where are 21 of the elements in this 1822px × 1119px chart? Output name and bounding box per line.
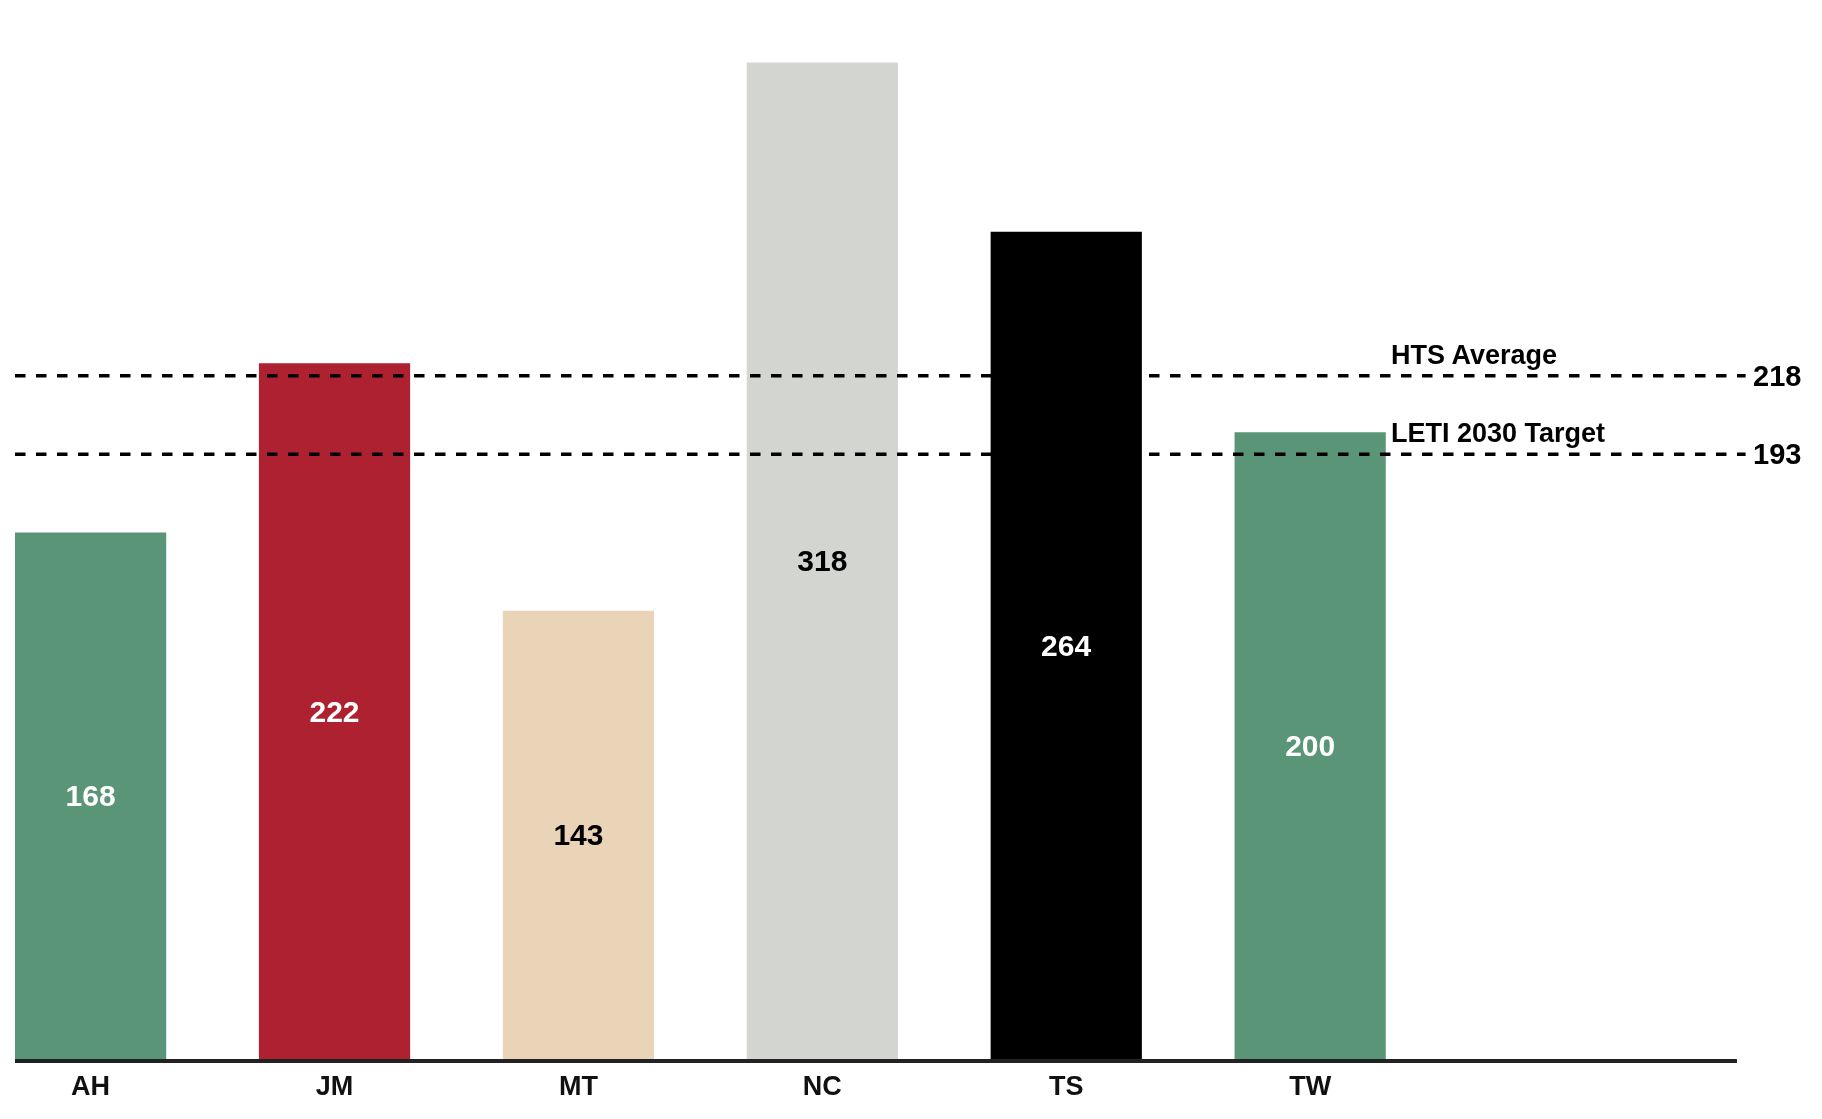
text: 218 (1753, 360, 1802, 392)
x-tick-label: NC (802, 1071, 842, 1102)
data-label: 143 (553, 818, 604, 852)
x-tick-label: TS (1048, 1071, 1084, 1102)
x-tick-label: TW (1289, 1071, 1332, 1102)
bar (258, 363, 411, 1059)
ref-line-label: LETI 2030 Target (1391, 418, 1606, 448)
text: 193 (1753, 438, 1802, 470)
data-label: 264 (1041, 628, 1092, 662)
bar (502, 610, 655, 1059)
data-label: 168 (65, 779, 116, 813)
x-tick-label: AH (71, 1071, 111, 1102)
data-label: 200 (1285, 729, 1336, 763)
x-tick-label: MT (558, 1071, 599, 1102)
data-label: 222 (309, 694, 360, 728)
bar (15, 532, 167, 1059)
bar (746, 62, 898, 1059)
data-label: 318 (797, 544, 848, 578)
ref-line-label: HTS Average (1391, 340, 1558, 370)
x-tick-label: JM (315, 1071, 354, 1102)
bar (1234, 432, 1386, 1059)
